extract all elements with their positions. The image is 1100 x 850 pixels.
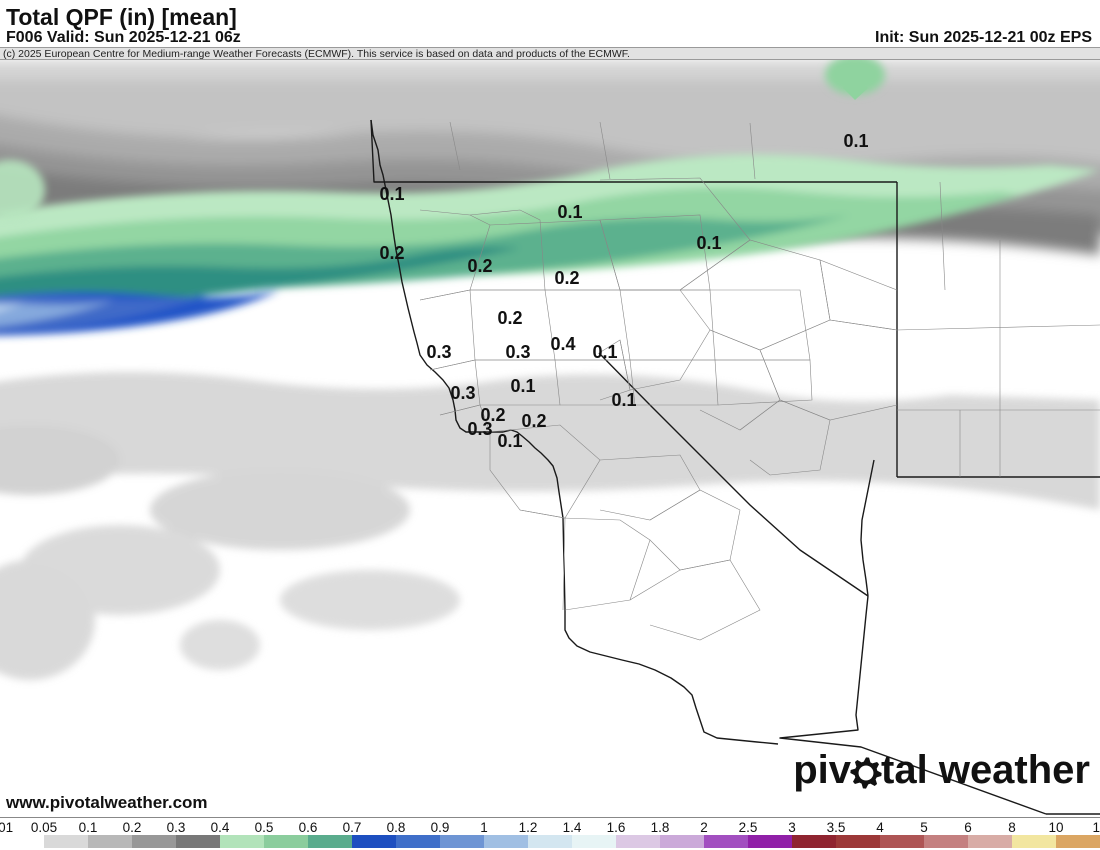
- svg-text:0.1: 0.1: [611, 390, 636, 410]
- svg-text:0.1: 0.1: [510, 376, 535, 396]
- svg-text:0.3: 0.3: [505, 342, 530, 362]
- svg-text:0.1: 0.1: [843, 131, 868, 151]
- svg-text:0.2: 0.2: [497, 308, 522, 328]
- svg-text:0.3: 0.3: [467, 419, 492, 439]
- svg-text:0.3: 0.3: [450, 383, 475, 403]
- svg-text:0.2: 0.2: [467, 256, 492, 276]
- svg-text:0.1: 0.1: [592, 342, 617, 362]
- svg-text:0.2: 0.2: [379, 243, 404, 263]
- svg-text:0.1: 0.1: [379, 184, 404, 204]
- svg-text:0.2: 0.2: [521, 411, 546, 431]
- svg-text:0.1: 0.1: [696, 233, 721, 253]
- svg-text:0.4: 0.4: [550, 334, 575, 354]
- svg-text:0.3: 0.3: [426, 342, 451, 362]
- svg-text:0.1: 0.1: [497, 431, 522, 451]
- svg-text:0.2: 0.2: [554, 268, 579, 288]
- svg-text:0.1: 0.1: [557, 202, 582, 222]
